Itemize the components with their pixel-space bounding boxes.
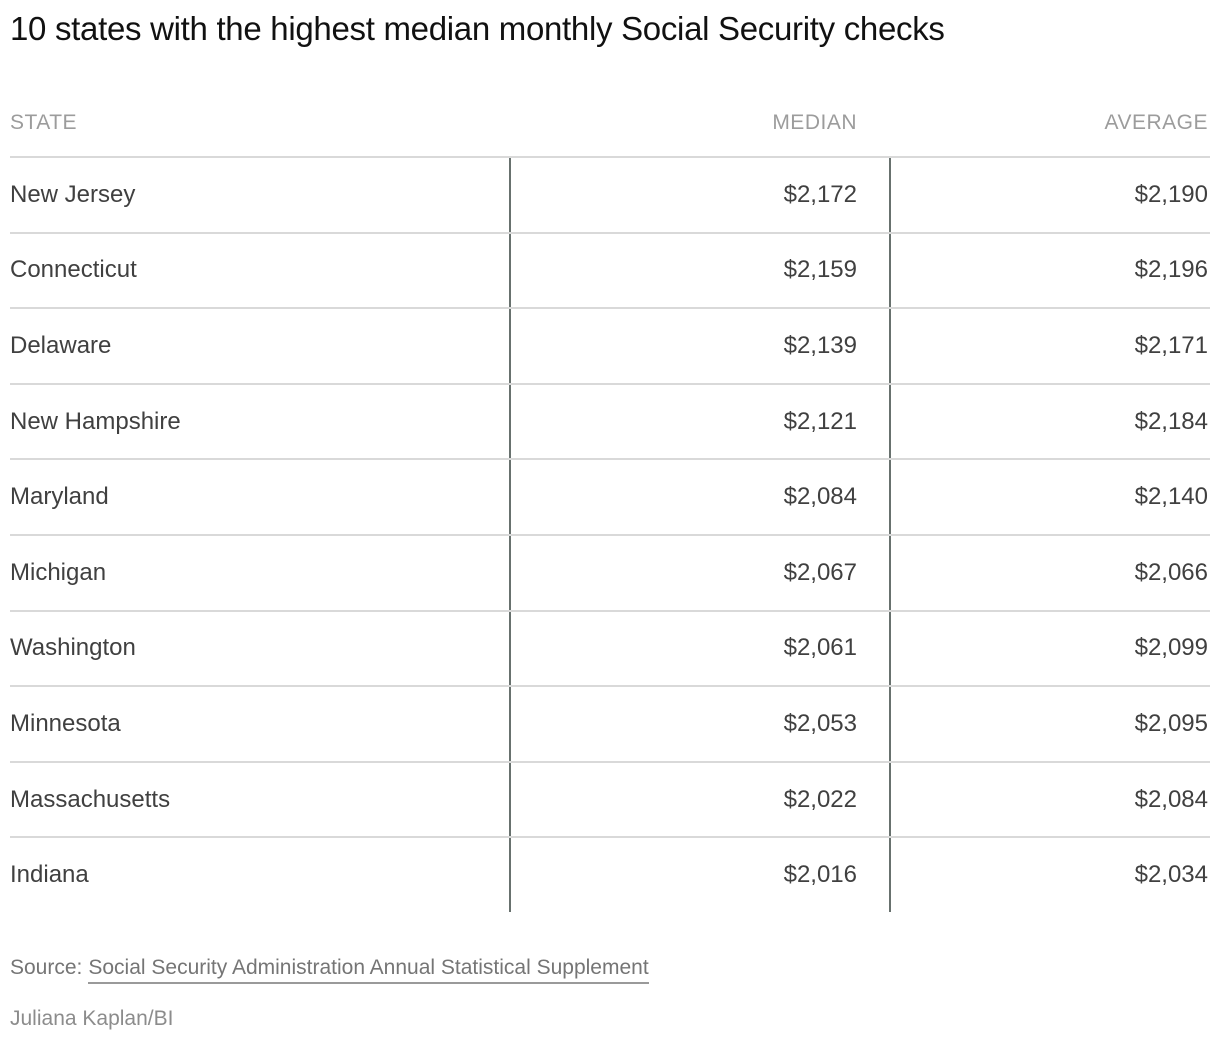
cell-average: $2,095 [889,687,1210,761]
table-header-row: STATE MEDIAN AVERAGE [10,48,1210,156]
table-row: Massachusetts $2,022 $2,084 [10,760,1210,837]
source-link[interactable]: Social Security Administration Annual St… [88,955,649,984]
table-row: Maryland $2,084 $2,140 [10,458,1210,534]
cell-median: $2,172 [509,158,889,232]
table-row: New Jersey $2,172 $2,190 [10,156,1210,232]
cell-state: Washington [10,634,136,662]
table-row: New Hampshire $2,121 $2,184 [10,382,1210,459]
cell-average: $2,066 [889,535,1210,610]
cell-average: $2,140 [889,460,1210,534]
cell-median: $2,139 [509,309,889,383]
cell-state: Michigan [10,558,107,586]
table-row: Michigan $2,067 $2,066 [10,533,1210,610]
cell-average: $2,034 [889,838,1210,912]
cell-average: $2,084 [889,762,1210,837]
source-line: Source: Social Security Administration An… [10,955,1210,984]
table-row: Connecticut $2,159 $2,196 [10,231,1210,308]
cell-median: $2,121 [509,384,889,459]
table-row: Indiana $2,016 $2,034 [10,836,1210,912]
cell-average: $2,099 [889,611,1210,686]
cell-median: $2,067 [509,535,889,610]
cell-state: Delaware [10,331,112,359]
cell-average: $2,190 [889,158,1210,232]
cell-average: $2,196 [889,233,1210,308]
cell-state: Maryland [10,483,109,511]
cell-state: Minnesota [10,709,121,737]
table-row: Washington $2,061 $2,099 [10,609,1210,686]
cell-state: New Jersey [10,180,136,208]
column-header-median: MEDIAN [772,111,857,134]
cell-state: New Hampshire [10,407,181,435]
table-row: Delaware $2,139 $2,171 [10,307,1210,383]
source-label: Source: [10,955,83,979]
table-row: Minnesota $2,053 $2,095 [10,685,1210,761]
credit: Juliana Kaplan/BI [10,1006,174,1030]
cell-median: $2,084 [509,460,889,534]
cell-state: Massachusetts [10,785,171,813]
column-header-average: AVERAGE [1104,111,1208,134]
cell-state: Indiana [10,861,89,889]
cell-median: $2,053 [509,687,889,761]
column-header-state: STATE [10,111,78,134]
table-body: New Jersey $2,172 $2,190 Connecticut $2,… [10,156,1210,912]
cell-state: Connecticut [10,256,137,284]
cell-average: $2,184 [889,384,1210,459]
cell-median: $2,061 [509,611,889,686]
cell-median: $2,022 [509,762,889,837]
cell-median: $2,159 [509,233,889,308]
data-table: STATE MEDIAN AVERAGE New Jersey $2,172 $… [0,48,1220,912]
cell-median: $2,016 [509,838,889,912]
cell-average: $2,171 [889,309,1210,383]
chart-title: 10 states with the highest median monthl… [10,10,945,47]
